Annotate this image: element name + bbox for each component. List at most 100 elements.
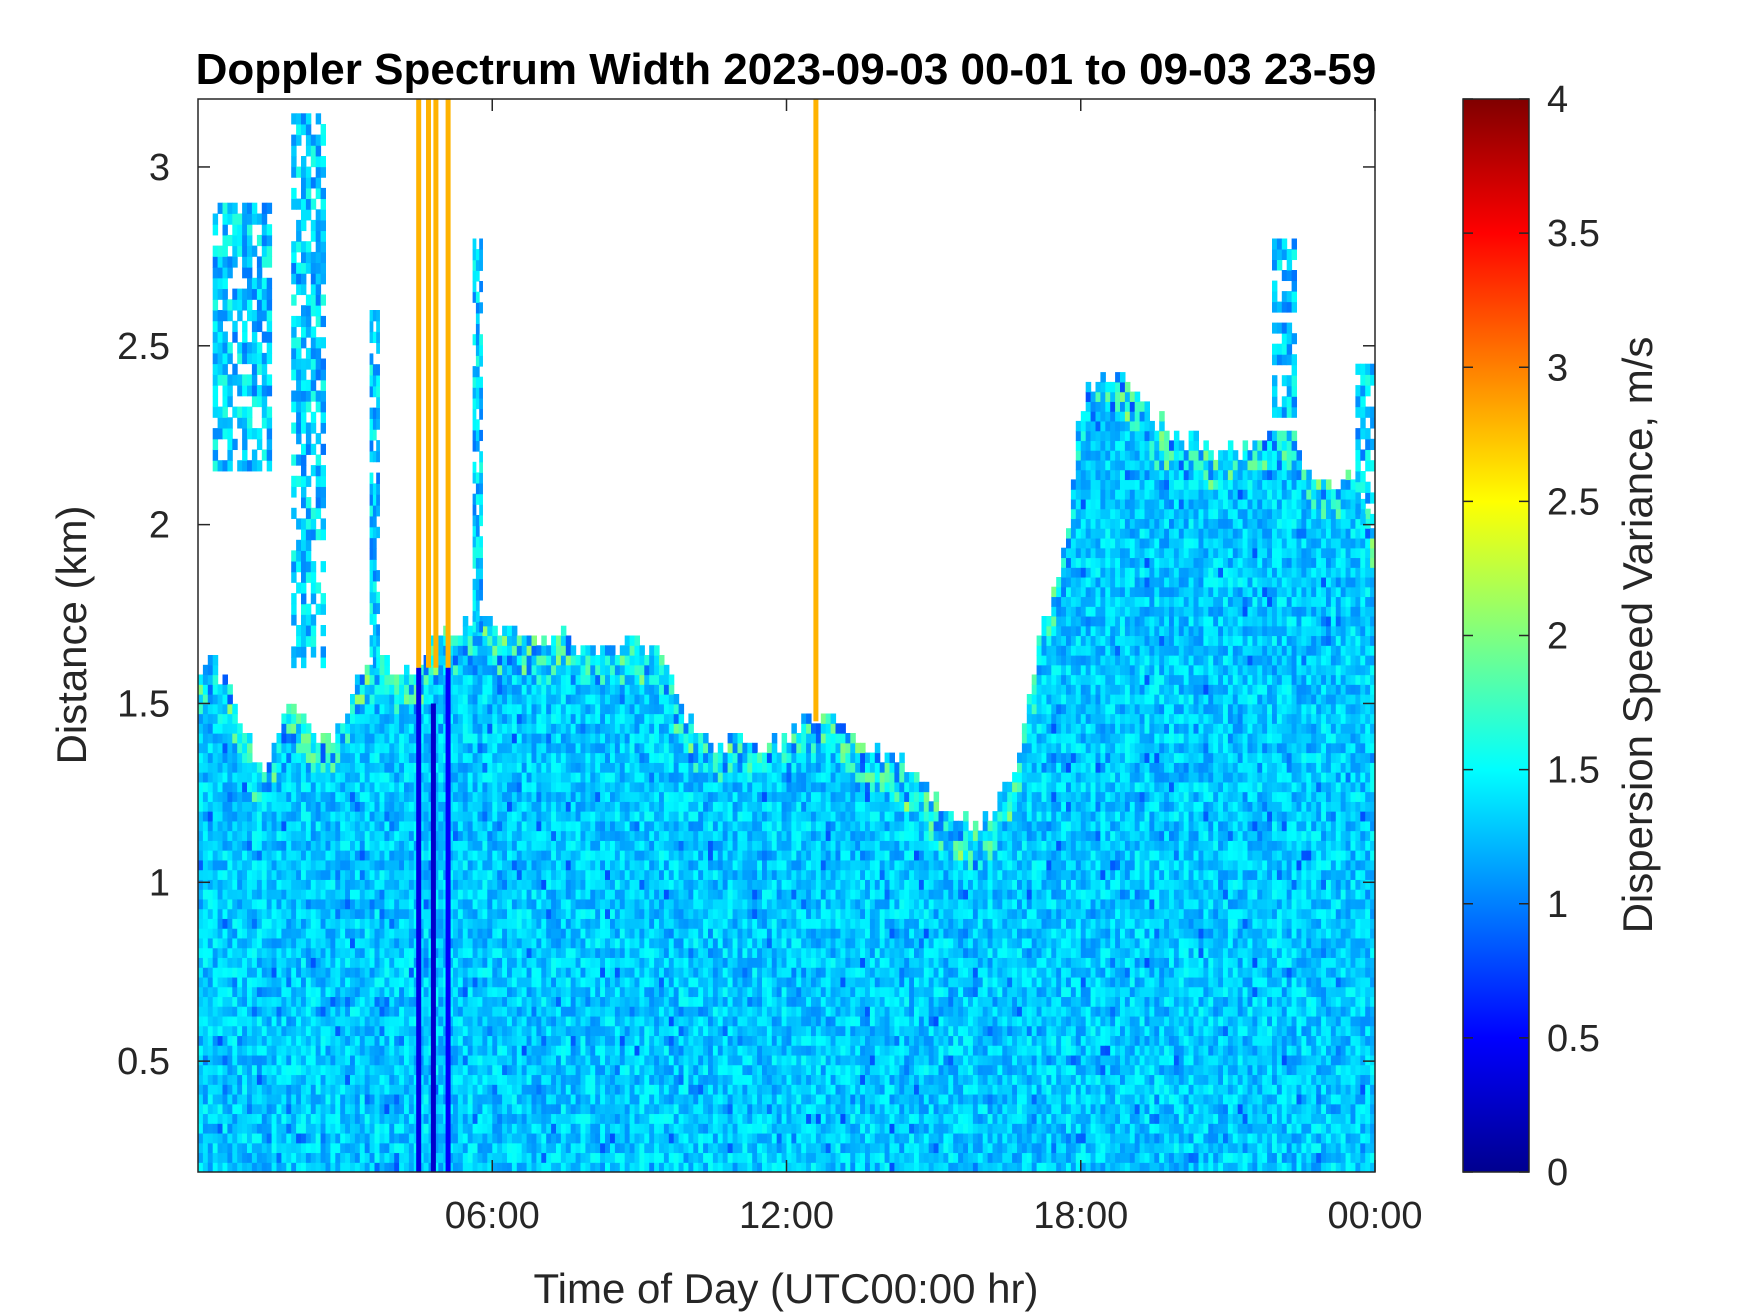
heatmap-cell xyxy=(502,840,508,851)
heatmap-cell xyxy=(624,694,631,705)
heatmap-cell xyxy=(492,752,498,763)
heatmap-cell xyxy=(600,1152,606,1163)
heatmap-cell xyxy=(217,840,224,851)
heatmap-cell xyxy=(256,781,263,793)
heatmap-cell xyxy=(610,781,616,793)
heatmap-cell xyxy=(281,1133,287,1144)
heatmap-cell xyxy=(654,1103,660,1115)
heatmap-cell xyxy=(198,986,204,998)
heatmap-cell xyxy=(315,1113,322,1124)
heatmap-cell xyxy=(212,801,219,812)
heatmap-cell xyxy=(207,1074,214,1085)
heatmap-cell xyxy=(222,1084,228,1095)
heatmap-cell xyxy=(565,1054,572,1066)
heatmap-cell xyxy=(467,1103,474,1115)
heatmap-cell xyxy=(345,1162,351,1172)
heatmap-cell xyxy=(433,684,439,695)
heatmap-cell xyxy=(359,1133,366,1144)
heatmap-cell xyxy=(266,937,273,949)
heatmap-cell xyxy=(453,1006,459,1017)
heatmap-cell xyxy=(477,1103,483,1115)
heatmap-cell xyxy=(619,772,626,783)
heatmap-cell xyxy=(359,879,366,890)
heatmap-cell xyxy=(659,655,665,666)
heatmap-cell xyxy=(345,986,351,998)
heatmap-cell xyxy=(369,1084,376,1095)
heatmap-cell xyxy=(536,1123,542,1134)
heatmap-cell xyxy=(462,1123,469,1134)
heatmap-cell xyxy=(408,791,415,802)
heatmap-cell xyxy=(507,820,513,832)
heatmap-cell xyxy=(590,869,596,880)
heatmap-cell xyxy=(433,889,439,900)
heatmap-cell xyxy=(634,869,640,880)
heatmap-cell xyxy=(516,1025,523,1037)
heatmap-cell xyxy=(516,1074,523,1085)
heatmap-cell xyxy=(600,889,606,900)
heatmap-cell xyxy=(472,1074,479,1085)
heatmap-cell xyxy=(389,1152,395,1163)
heatmap-cell xyxy=(242,1103,248,1115)
heatmap-cell xyxy=(448,1064,454,1076)
heatmap-cell xyxy=(570,1064,577,1076)
heatmap-cell xyxy=(497,1103,503,1115)
heatmap-cell xyxy=(516,889,523,900)
heatmap-cell xyxy=(575,967,582,978)
heatmap-cell xyxy=(399,957,405,968)
heatmap-cell xyxy=(600,733,606,744)
heatmap-cell xyxy=(335,996,341,1007)
heatmap-cell xyxy=(232,1084,238,1095)
heatmap-cell xyxy=(369,898,376,910)
heatmap-cell xyxy=(497,1142,503,1154)
heatmap-cell xyxy=(516,898,523,910)
heatmap-cell xyxy=(649,1084,655,1095)
heatmap-cell xyxy=(507,1035,513,1046)
heatmap-cell xyxy=(536,1074,542,1085)
heatmap-cell xyxy=(457,898,464,910)
heatmap-cell xyxy=(247,1094,253,1105)
heatmap-cell xyxy=(345,713,351,724)
heatmap-cell xyxy=(394,1152,400,1163)
heatmap-cell xyxy=(266,947,273,958)
heatmap-cell xyxy=(438,918,444,929)
heatmap-cell xyxy=(291,957,297,968)
heatmap-cell xyxy=(227,1152,233,1163)
heatmap-cell xyxy=(247,947,253,958)
heatmap-cell xyxy=(217,1054,224,1066)
heatmap-cell xyxy=(536,830,542,841)
heatmap-cell xyxy=(359,674,366,685)
heatmap-cell xyxy=(556,1064,562,1076)
heatmap-cell xyxy=(614,1015,621,1027)
heatmap-cell xyxy=(487,733,493,744)
heatmap-cell xyxy=(462,889,469,900)
heatmap-cell xyxy=(408,947,415,958)
heatmap-cell xyxy=(448,879,454,890)
heatmap-cell xyxy=(374,937,380,949)
heatmap-cell xyxy=(654,928,660,939)
heatmap-cell xyxy=(580,674,586,685)
heatmap-cell xyxy=(408,850,415,861)
heatmap-cell xyxy=(399,713,405,724)
heatmap-cell xyxy=(457,908,464,919)
heatmap-cell xyxy=(418,1123,425,1134)
heatmap-cell xyxy=(305,1152,312,1163)
heatmap-cell xyxy=(497,850,503,861)
heatmap-cell xyxy=(659,1142,665,1154)
heatmap-cell xyxy=(369,976,376,988)
heatmap-cell xyxy=(492,801,498,812)
heatmap-cell xyxy=(433,664,439,676)
heatmap-cell xyxy=(482,1015,488,1027)
heatmap-cell xyxy=(634,635,640,646)
heatmap-cell xyxy=(389,1054,395,1066)
heatmap-cell xyxy=(595,830,601,841)
heatmap-cell xyxy=(492,976,498,988)
heatmap-cell xyxy=(556,947,562,958)
heatmap-cell xyxy=(345,928,351,939)
heatmap-cell xyxy=(399,703,405,715)
heatmap-cell xyxy=(291,1094,297,1105)
heatmap-cell xyxy=(457,1133,464,1144)
heatmap-cell xyxy=(580,1025,586,1037)
heatmap-cell xyxy=(511,1152,518,1163)
heatmap-cell xyxy=(477,1074,483,1085)
heatmap-cell xyxy=(467,752,474,763)
